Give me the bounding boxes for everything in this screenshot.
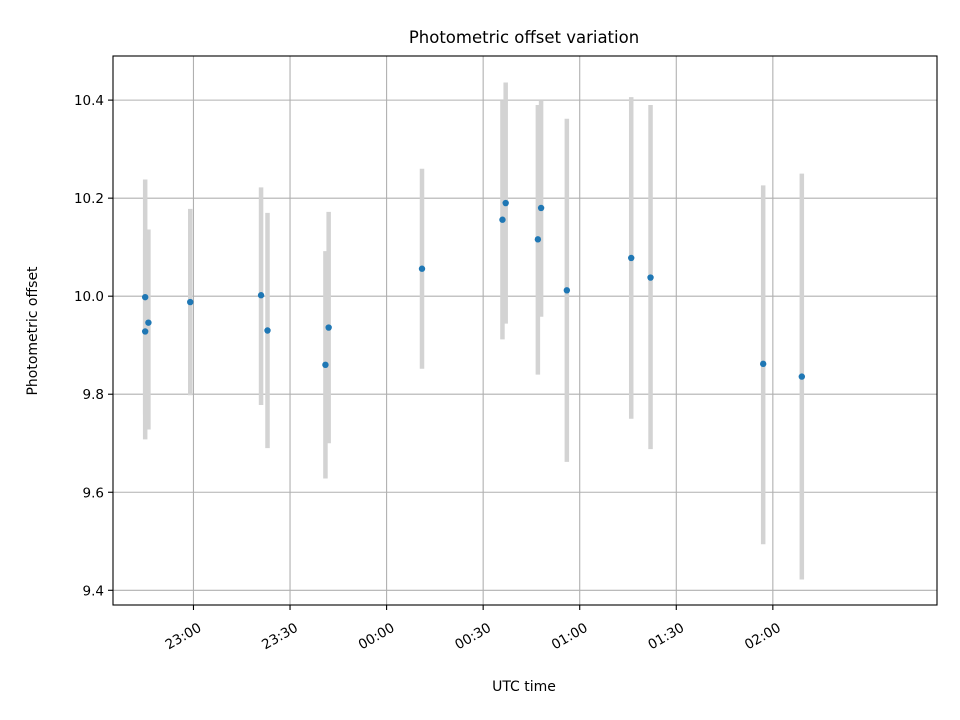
data-point-11 <box>534 236 542 243</box>
y-tick-label: 9.8 <box>83 387 104 403</box>
y-axis-ticks: 9.4 9.6 9.8 10.0 10.2 10.4 <box>74 93 113 599</box>
data-point-5 <box>264 327 271 334</box>
data-point-0 <box>141 293 149 301</box>
data-point-4 <box>257 292 265 299</box>
data-point-6 <box>322 361 329 369</box>
y-tick-label: 9.6 <box>83 485 104 501</box>
data-point-13 <box>563 287 571 294</box>
y-tick-label: 10.2 <box>74 191 104 207</box>
data-point-14 <box>628 254 635 262</box>
y-tick-label: 10.4 <box>74 93 104 109</box>
grid <box>113 56 937 605</box>
y-axis-label: Photometric offset <box>25 266 41 396</box>
data-point-8 <box>418 265 426 272</box>
y-tick-label: 9.4 <box>83 583 104 599</box>
data-point-7 <box>325 324 332 331</box>
plot-frame <box>112 55 938 606</box>
data-point-12 <box>537 204 545 212</box>
data-point-15 <box>647 274 654 281</box>
x-tick-label: 02:00 <box>742 620 784 653</box>
x-axis-ticks: 23:00 23:30 00:00 00:30 01:00 01:30 02:00 <box>163 605 784 653</box>
data-point-16 <box>759 360 767 368</box>
data-point-17 <box>798 373 806 380</box>
x-tick-label: 01:30 <box>645 620 687 653</box>
data-points <box>141 199 806 380</box>
x-tick-label: 01:00 <box>549 620 591 653</box>
x-tick-label: 00:30 <box>452 620 494 653</box>
data-point-1 <box>141 328 149 335</box>
data-point-3 <box>187 298 194 306</box>
x-axis-label: UTC time <box>492 679 556 695</box>
data-point-9 <box>499 216 506 223</box>
y-tick-label: 10.0 <box>74 289 104 305</box>
chart-title: Photometric offset variation <box>409 28 639 47</box>
x-tick-label: 23:00 <box>163 620 205 653</box>
x-tick-label: 23:30 <box>259 620 301 653</box>
x-tick-label: 00:00 <box>356 620 398 653</box>
data-point-2 <box>145 319 152 326</box>
errorbars <box>142 82 805 580</box>
data-point-10 <box>502 199 509 207</box>
